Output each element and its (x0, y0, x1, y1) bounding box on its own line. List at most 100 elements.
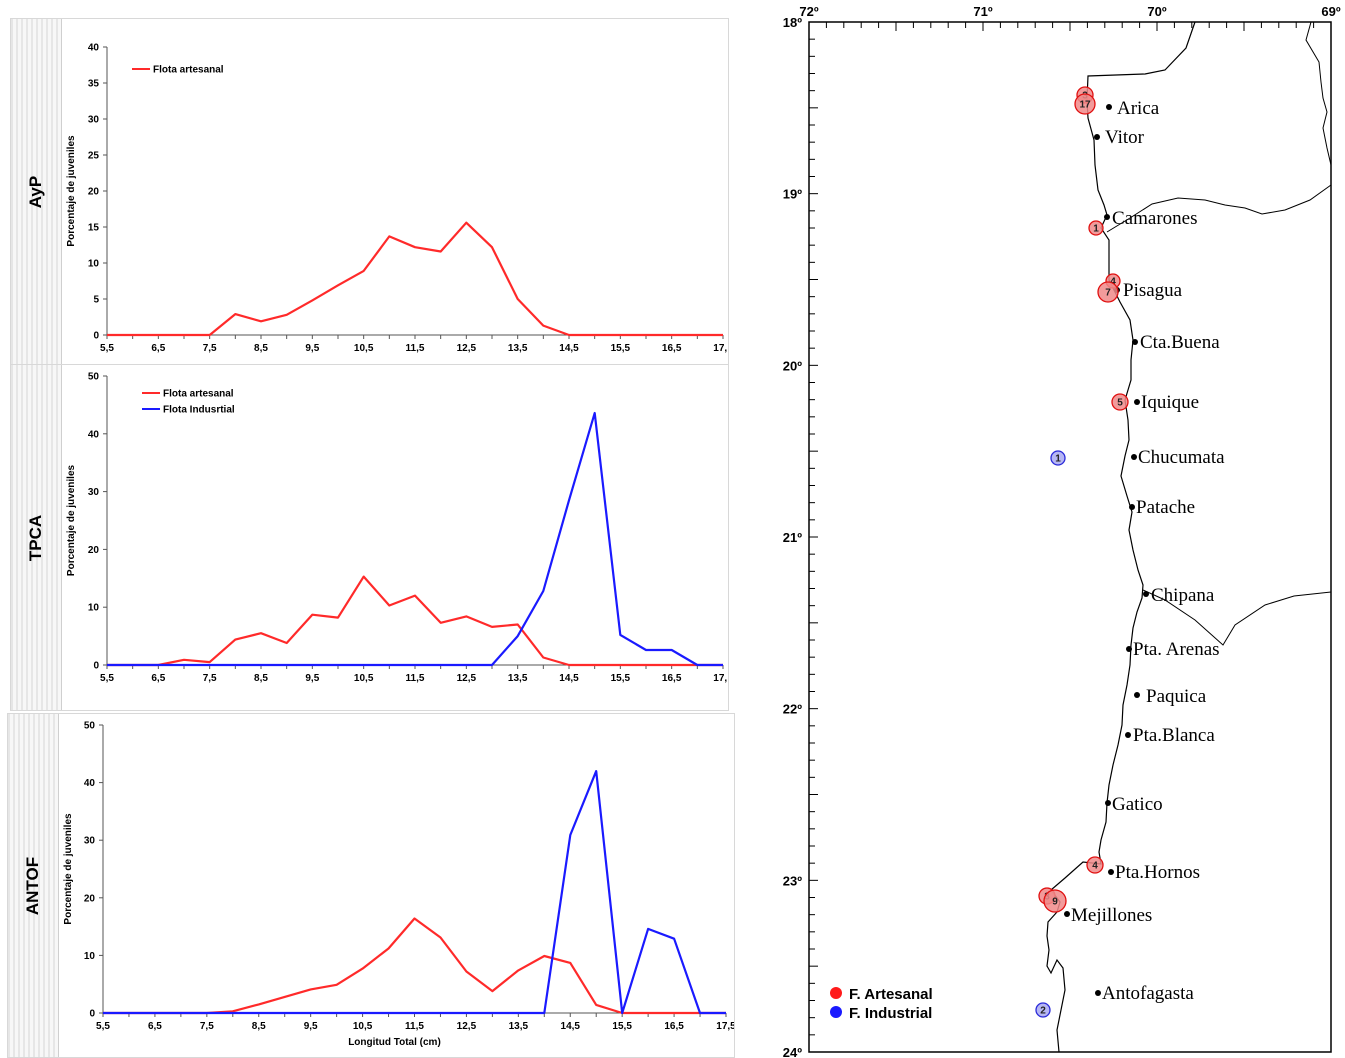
panel-label-ayp: AyP (26, 175, 45, 208)
town-dot (1104, 214, 1110, 220)
town-label: Chucumata (1138, 447, 1225, 468)
x-tick-label: 17,5 (716, 1021, 734, 1032)
y-axis-label: Porcentaje de juveniles (66, 135, 77, 247)
marker-count: 4 (1092, 861, 1098, 872)
town-label: Chipana (1151, 585, 1215, 606)
lat-label: 20º (783, 358, 802, 373)
panel-tab-antof: ANTOF (8, 714, 59, 1057)
x-tick-label: 13,5 (509, 1021, 529, 1032)
chart-panel-antof: ANTOF 0 10 20 30 40 50 5,5 6,5 7,5 8,5 9,5 10,5 11,5… (7, 713, 735, 1058)
y-tick-label: 30 (88, 487, 100, 498)
town-dot (1106, 104, 1112, 110)
y-tick-label: 40 (88, 429, 100, 440)
x-tick-label: 6,5 (148, 1021, 162, 1032)
town-dot (1095, 990, 1101, 996)
x-tick-label: 10,5 (354, 673, 374, 684)
legend-label: Flota Indusrtial (163, 405, 235, 416)
town-dot (1094, 134, 1100, 140)
location-marker (1050, 450, 1066, 466)
town-label: Antofagasta (1102, 983, 1194, 1004)
map: 72º 71º 70º 69º 18º 19º 20º 21º 22º 23º 24º Arica Vi… (783, 4, 1341, 1057)
map-frame (808, 21, 1332, 1053)
lon-label: 71º (973, 4, 992, 19)
location-marker (1074, 93, 1096, 115)
x-tick-label: 13,5 (508, 673, 528, 684)
x-tick-label: 8,5 (254, 343, 268, 354)
x-tick-label: 14,5 (559, 343, 579, 354)
x-tick-label: 16,5 (664, 1021, 684, 1032)
y-tick-label: 15 (88, 223, 100, 234)
x-tick-label: 15,5 (612, 1021, 632, 1032)
legend-label: Flota artesanal (163, 389, 234, 400)
y-tick-label: 0 (93, 331, 99, 342)
marker-count: 1 (1093, 224, 1099, 235)
y-tick-label: 30 (88, 115, 100, 126)
location-marker (1097, 281, 1119, 303)
legend-label: F. Artesanal (849, 986, 933, 1003)
x-tick-label: 12,5 (457, 343, 477, 354)
panel-label-tpca: TPCA (26, 514, 45, 561)
town-dot (1134, 692, 1140, 698)
x-tick-label: 16,5 (662, 673, 682, 684)
town-dot (1126, 646, 1132, 652)
town-dot (1064, 911, 1070, 917)
y-tick-label: 40 (88, 43, 100, 54)
town-label: Vitor (1105, 127, 1145, 148)
y-axis-label: Porcentaje de juveniles (66, 464, 77, 576)
y-tick-label: 10 (88, 259, 100, 270)
town-label: Pta.Hornos (1115, 862, 1200, 883)
marker-count: 5 (1117, 398, 1123, 409)
town-dot (1125, 732, 1131, 738)
location-marker (1086, 856, 1104, 874)
x-tick-label: 17,5 (713, 673, 727, 684)
town-label: Camarones (1112, 208, 1197, 229)
location-marker (1088, 220, 1104, 236)
y-tick-label: 50 (88, 372, 100, 383)
chart-antof: 0 10 20 30 40 50 5,5 6,5 7,5 8,5 9,5 10,5 11,5 12,5 13… (63, 721, 734, 1049)
y-tick-label: 10 (88, 603, 100, 614)
x-tick-label: 17,5 (713, 343, 727, 354)
town-dot (1129, 504, 1135, 510)
y-tick-label: 10 (84, 951, 96, 962)
lon-label: 70º (1147, 4, 1166, 19)
town-label: Pta. Arenas (1133, 639, 1220, 660)
series-line-2 (103, 769, 726, 1015)
series-line-2 (107, 411, 723, 667)
y-axis-label: Porcentaje de juveniles (63, 813, 74, 925)
town-label: Gatico (1112, 794, 1163, 815)
x-tick-label: 6,5 (151, 343, 165, 354)
coastline (1046, 21, 1196, 1053)
x-tick-label: 10,5 (354, 343, 374, 354)
lon-label: 69º (1321, 4, 1340, 19)
lat-label: 21º (783, 530, 802, 545)
panel-tab-tpca: TPCA (11, 365, 62, 710)
town-dot (1108, 869, 1114, 875)
x-tick-label: 8,5 (252, 1021, 266, 1032)
series-line-1 (107, 575, 723, 667)
legend-label: Flota artesanal (153, 65, 224, 76)
x-tick-label: 14,5 (559, 673, 579, 684)
town-label: Pisagua (1123, 280, 1183, 301)
x-tick-label: 9,5 (304, 1021, 318, 1032)
series-line-1 (107, 221, 723, 337)
town-dot (1143, 591, 1149, 597)
y-tick-label: 20 (88, 545, 100, 556)
x-tick-label: 14,5 (561, 1021, 581, 1032)
town-dot (1132, 339, 1138, 345)
marker-count: 17 (1079, 100, 1091, 111)
town-label: Patache (1136, 497, 1195, 518)
y-tick-label: 40 (84, 778, 96, 789)
x-tick-label: 11,5 (406, 673, 425, 684)
legend-label: F. Industrial (849, 1005, 932, 1022)
marker-count: 1 (1055, 454, 1061, 465)
legend-dot (830, 1006, 842, 1018)
town-label: Cta.Buena (1140, 332, 1220, 353)
chart-tpca: 0 10 20 30 40 50 5,5 6,5 7,5 8,5 9,5 10,5 11,5 12,5 13… (66, 372, 727, 685)
x-axis-label: Longitud Total (cm) (348, 1037, 441, 1048)
x-tick-label: 13,5 (508, 343, 528, 354)
x-tick-label: 11,5 (405, 1021, 424, 1032)
x-tick-label: 8,5 (254, 673, 268, 684)
y-tick-label: 20 (88, 187, 100, 198)
town-label: Arica (1117, 98, 1160, 119)
y-tick-label: 0 (89, 1009, 95, 1020)
